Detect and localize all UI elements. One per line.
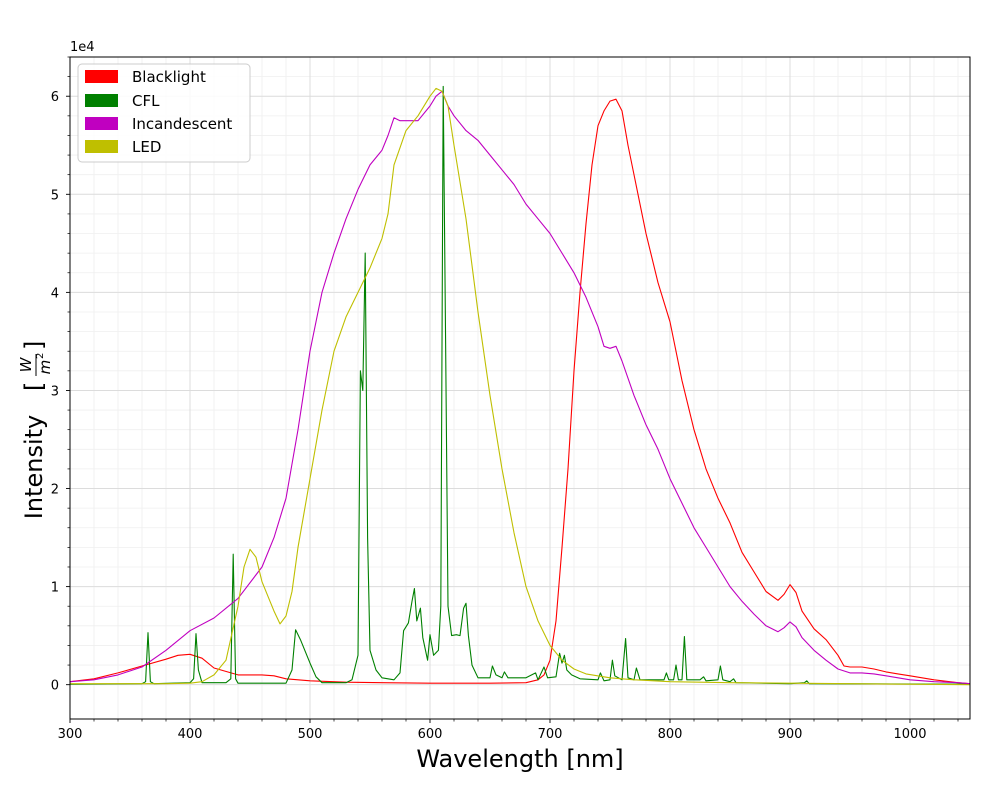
plot-frame [69,56,971,720]
y-axis-unit-numerator: W [17,356,35,372]
legend-box [77,63,251,163]
y-axis-label: Intensity [20,415,48,519]
legend-swatch-led [85,140,118,153]
x-tick-label: 700 [538,727,563,742]
y-tick-label: 2 [51,483,59,498]
legend-swatch-incandescent [85,117,118,130]
x-tick-label: 600 [418,727,443,742]
y-tick-label: 3 [51,384,59,399]
legend: Blacklight CFL Incandescent LED [77,63,251,163]
grid-layer [69,56,970,719]
y-axis-unit-exponent: 2 [35,353,46,359]
y-axis-unit-denominator: m [36,360,54,375]
legend-swatch-blacklight [85,70,118,83]
plot-background [70,57,970,719]
x-tick-label: 300 [58,727,83,742]
offset-text: 1e4 [70,40,95,55]
x-tick-label: 1000 [893,727,926,742]
legend-label-cfl: CFL [132,92,160,110]
y-tick-label: 5 [51,188,59,203]
y-axis-label-bracket-close: ] [20,341,48,350]
series-line-incandescent [69,90,971,685]
series-line-cfl [69,85,971,685]
y-tick-label: 6 [51,90,59,105]
x-tick-label: 900 [778,727,803,742]
series-line-blacklight [69,98,971,685]
x-tick-label: 400 [178,727,203,742]
y-tick-label: 0 [51,679,59,694]
x-tick-label: 800 [658,727,683,742]
x-tick-label: 500 [298,727,323,742]
y-axis-label-bracket-open: [ [20,382,48,391]
legend-label-incandescent: Incandescent [132,115,232,133]
legend-label-led: LED [132,138,161,156]
x-axis-label: Wavelength [nm] [416,745,623,773]
series-layer [69,85,971,686]
y-axis-label-group: Intensity [ W m 2 ] [17,341,54,520]
legend-label-blacklight: Blacklight [132,68,206,86]
y-tick-label: 1 [51,581,59,596]
legend-swatch-cfl [85,94,118,107]
series-line-led [70,87,971,686]
tick-layer: 300 400 500 600 700 800 900 1000 0 1 2 3 4 5 6 [51,56,959,742]
y-tick-label: 4 [51,286,59,301]
